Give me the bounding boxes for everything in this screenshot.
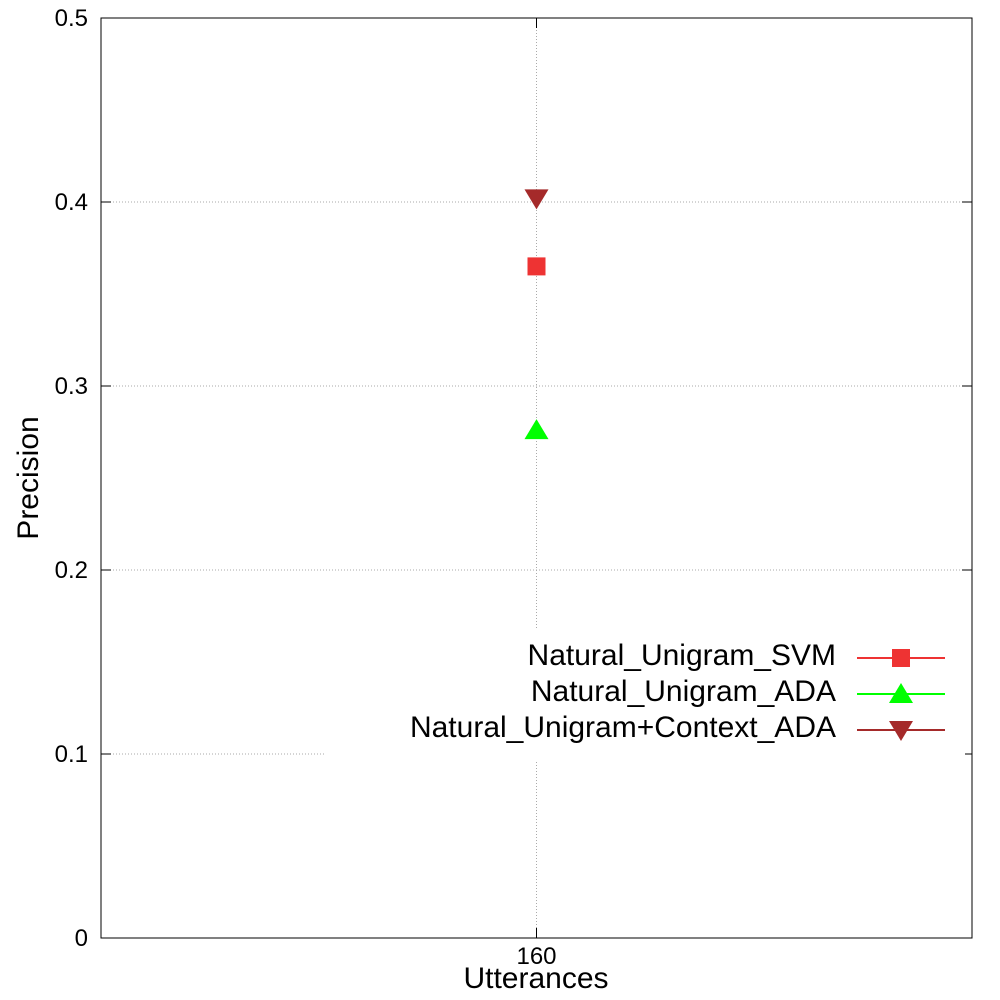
legend-label: Natural_Unigram+Context_ADA <box>410 711 836 744</box>
data-point-square <box>527 257 546 276</box>
y-axis-title: Precision <box>12 416 45 539</box>
x-axis-title: Utterances <box>463 962 608 995</box>
legend-marker-triangle-up <box>889 683 913 703</box>
data-point-triangle-down <box>524 189 549 210</box>
y-tick-label: 0.2 <box>55 557 88 584</box>
axis-ticks <box>101 17 972 939</box>
y-tick-label: 0.5 <box>55 5 88 32</box>
y-tick-label: 0.3 <box>55 373 88 400</box>
data-markers <box>524 189 549 440</box>
legend-label: Natural_Unigram_SVM <box>528 639 836 672</box>
legend: Natural_Unigram_SVMNatural_Unigram_ADANa… <box>410 639 945 744</box>
legend-label: Natural_Unigram_ADA <box>531 675 836 708</box>
y-tick-label: 0.4 <box>55 189 88 216</box>
y-tick-label: 0 <box>75 925 88 952</box>
data-point-triangle-up <box>524 419 549 440</box>
x-tick-label: 160 <box>516 943 556 970</box>
y-tick-label: 0.1 <box>55 741 88 768</box>
tick-labels: 0 0.1 0.2 0.3 0.4 0.5 160 <box>55 5 557 970</box>
legend-marker-triangle-down <box>889 721 913 741</box>
legend-marker-square <box>892 649 910 667</box>
